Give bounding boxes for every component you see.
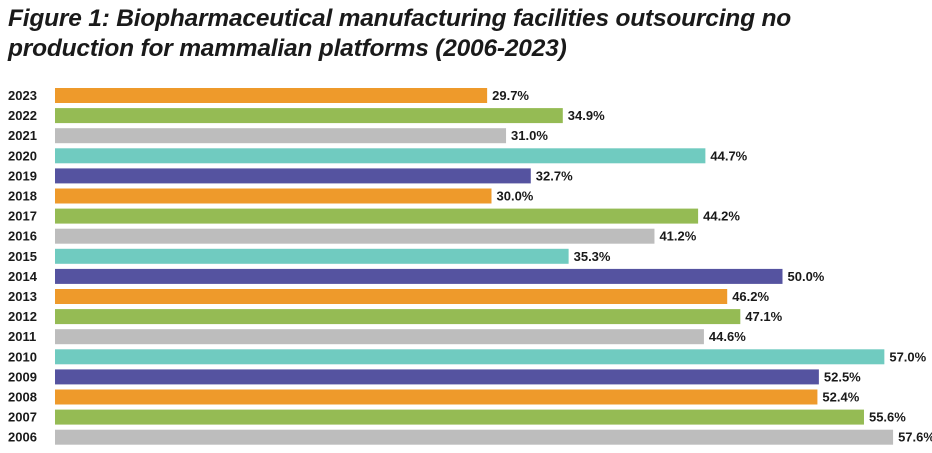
bar-2006 [55, 429, 894, 445]
year-label-2020: 2020 [8, 148, 37, 163]
year-label-2022: 2022 [8, 108, 37, 123]
value-label-2010: 57.0% [889, 349, 926, 364]
year-label-2012: 2012 [8, 309, 37, 324]
bar-2019 [55, 168, 531, 184]
bar-2018 [55, 188, 492, 204]
value-label-2006: 57.6% [898, 430, 932, 445]
bar-2014 [55, 268, 783, 284]
value-label-2014: 50.0% [788, 269, 825, 284]
value-label-2009: 52.5% [824, 369, 861, 384]
bar-2015 [55, 248, 569, 264]
value-label-2021: 31.0% [511, 128, 548, 143]
year-label-2010: 2010 [8, 349, 37, 364]
value-label-2019: 32.7% [536, 168, 573, 183]
bar-2017 [55, 208, 699, 224]
bar-2012 [55, 309, 741, 325]
year-label-2008: 2008 [8, 390, 37, 405]
year-label-2016: 2016 [8, 229, 37, 244]
bar-2016 [55, 228, 655, 244]
value-label-2022: 34.9% [568, 108, 605, 123]
value-label-2008: 52.4% [822, 390, 859, 405]
bar-2009 [55, 369, 819, 385]
year-labels-group: 2023 2022 2021 2020 2019 2018 2017 2016 2015 2014… [8, 88, 38, 445]
value-label-2023: 29.7% [492, 88, 529, 103]
year-label-2009: 2009 [8, 369, 37, 384]
year-label-2015: 2015 [8, 249, 37, 264]
year-label-2013: 2013 [8, 289, 37, 304]
bar-2020 [55, 148, 706, 164]
value-label-2012: 47.1% [745, 309, 782, 324]
bar-2007 [55, 409, 864, 425]
year-label-2023: 2023 [8, 88, 37, 103]
value-label-2015: 35.3% [574, 249, 611, 264]
value-label-2016: 41.2% [659, 229, 696, 244]
year-label-2006: 2006 [8, 430, 37, 445]
value-label-2020: 44.7% [710, 148, 747, 163]
year-label-2014: 2014 [8, 269, 38, 284]
value-label-2007: 55.6% [869, 410, 906, 425]
year-label-2011: 2011 [8, 329, 36, 344]
bars-group [55, 88, 894, 445]
year-label-2007: 2007 [8, 410, 37, 425]
bar-2022 [55, 108, 563, 124]
year-label-2018: 2018 [8, 189, 37, 204]
bar-2013 [55, 289, 728, 304]
bar-2021 [55, 128, 507, 144]
year-label-2019: 2019 [8, 168, 37, 183]
bar-2011 [55, 329, 704, 345]
value-label-2018: 30.0% [497, 189, 534, 204]
value-label-2017: 44.2% [703, 209, 740, 224]
chart-title: Figure 1: Biopharmaceutical manufacturin… [8, 5, 791, 62]
year-label-2021: 2021 [8, 128, 37, 143]
value-label-2013: 46.2% [732, 289, 769, 304]
value-labels-group: 29.7% 34.9% 31.0% 44.7% 32.7%30.0% 44.2% 41.2%… [492, 88, 932, 445]
value-label-2011: 44.6% [709, 329, 746, 344]
bar-2010 [55, 349, 885, 365]
bar-2008 [55, 389, 818, 405]
year-label-2017: 2017 [8, 209, 37, 224]
bar-2023 [55, 88, 488, 103]
